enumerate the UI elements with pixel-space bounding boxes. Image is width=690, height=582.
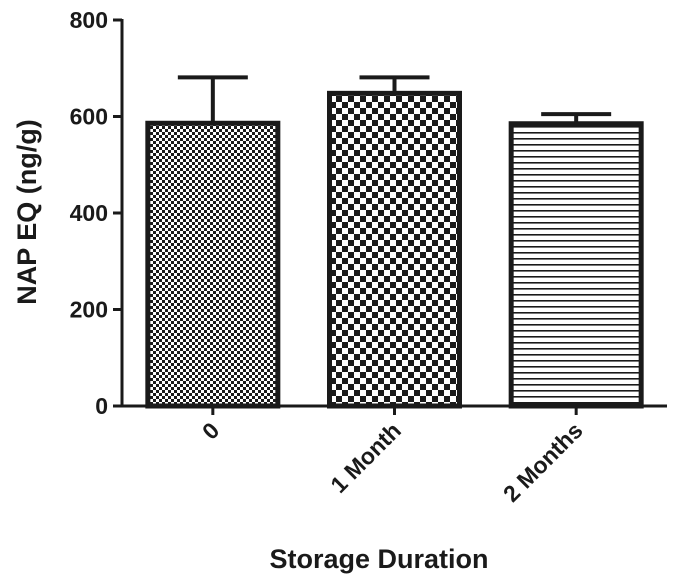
y-tick-label: 200 (70, 297, 108, 323)
x-tick-label: 1 Month (325, 417, 406, 498)
y-tick-label: 600 (70, 104, 108, 130)
bar-2 (508, 121, 644, 409)
x-tick-label: 2 Months (498, 417, 588, 507)
y-tick-label: 400 (70, 200, 108, 226)
bar-1 (327, 90, 462, 409)
y-ticks-group: 0 200 400 600 800 (70, 7, 122, 419)
y-tick-label: 800 (70, 7, 108, 33)
bars-group (145, 90, 644, 409)
error-bars-group (177, 75, 612, 124)
x-tick-label: 0 (197, 417, 224, 444)
x-axis-label: Storage Duration (269, 544, 488, 574)
bar-0 (145, 120, 281, 409)
y-axis-label: NAP EQ (ng/g) (12, 119, 42, 305)
y-tick-label: 0 (95, 393, 108, 419)
x-ticks-group: 0 1 Month 2 Months (197, 406, 588, 507)
